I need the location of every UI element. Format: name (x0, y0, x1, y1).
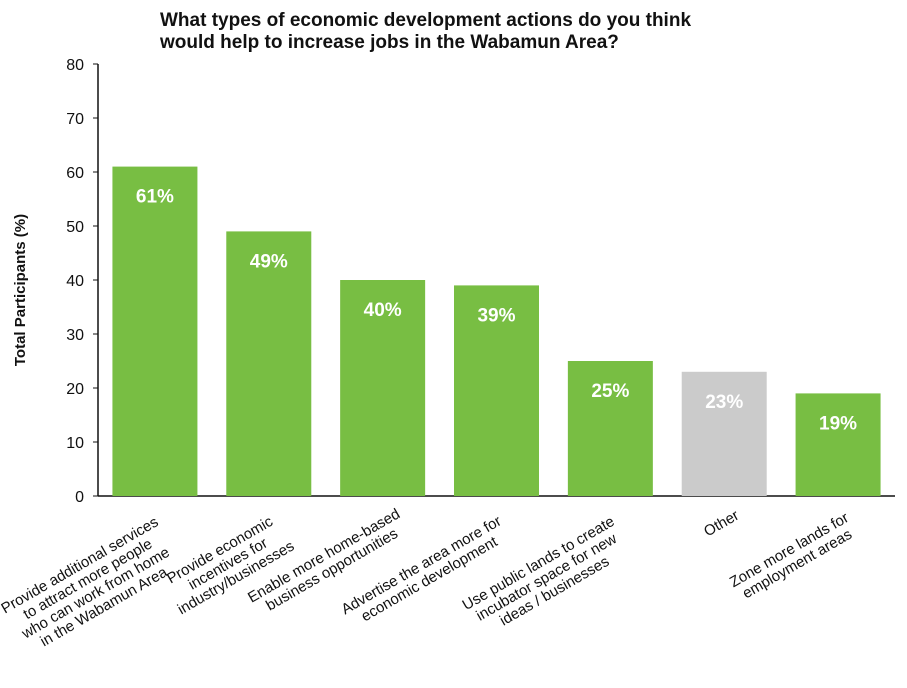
y-tick-label: 80 (66, 57, 84, 74)
chart-title: What types of economic development actio… (160, 10, 880, 54)
bar (567, 361, 653, 496)
data-label: 49% (250, 251, 288, 272)
data-label: 19% (819, 413, 857, 434)
x-tick-label: Other (701, 507, 742, 540)
x-tick-label-text: Provide additional servicesto attract mo… (0, 513, 185, 659)
data-label: 25% (591, 381, 629, 402)
x-tick-label-line: Other (701, 507, 742, 540)
data-label: 23% (705, 392, 743, 413)
data-label: 61% (136, 187, 174, 208)
y-tick-label: 20 (66, 381, 84, 398)
y-tick-label: 0 (75, 489, 84, 506)
chart-title-line-2: would help to increase jobs in the Wabam… (160, 32, 619, 53)
bar (340, 280, 426, 496)
y-tick-label: 10 (66, 435, 84, 452)
bar (795, 393, 881, 496)
bar (454, 285, 539, 496)
x-tick-label-text: Other (701, 507, 742, 540)
data-label: 39% (477, 305, 515, 326)
bar (681, 371, 767, 496)
y-tick-label: 60 (66, 165, 84, 182)
y-axis-label: Total Participants (%) (12, 214, 29, 366)
data-label: 40% (364, 300, 402, 321)
x-tick-label: Zone more lands foremployment areas (727, 509, 860, 605)
x-tick-label-text: Zone more lands foremployment areas (727, 509, 860, 605)
y-tick-label: 30 (66, 327, 84, 344)
y-tick-label: 70 (66, 111, 84, 128)
x-tick-label: Provide additional servicesto attract mo… (0, 513, 185, 659)
chart-title-line-1: What types of economic development actio… (160, 10, 692, 31)
y-tick-label: 40 (66, 273, 84, 290)
bar (112, 166, 198, 496)
y-tick-label: 50 (66, 219, 84, 236)
bar (226, 231, 312, 496)
